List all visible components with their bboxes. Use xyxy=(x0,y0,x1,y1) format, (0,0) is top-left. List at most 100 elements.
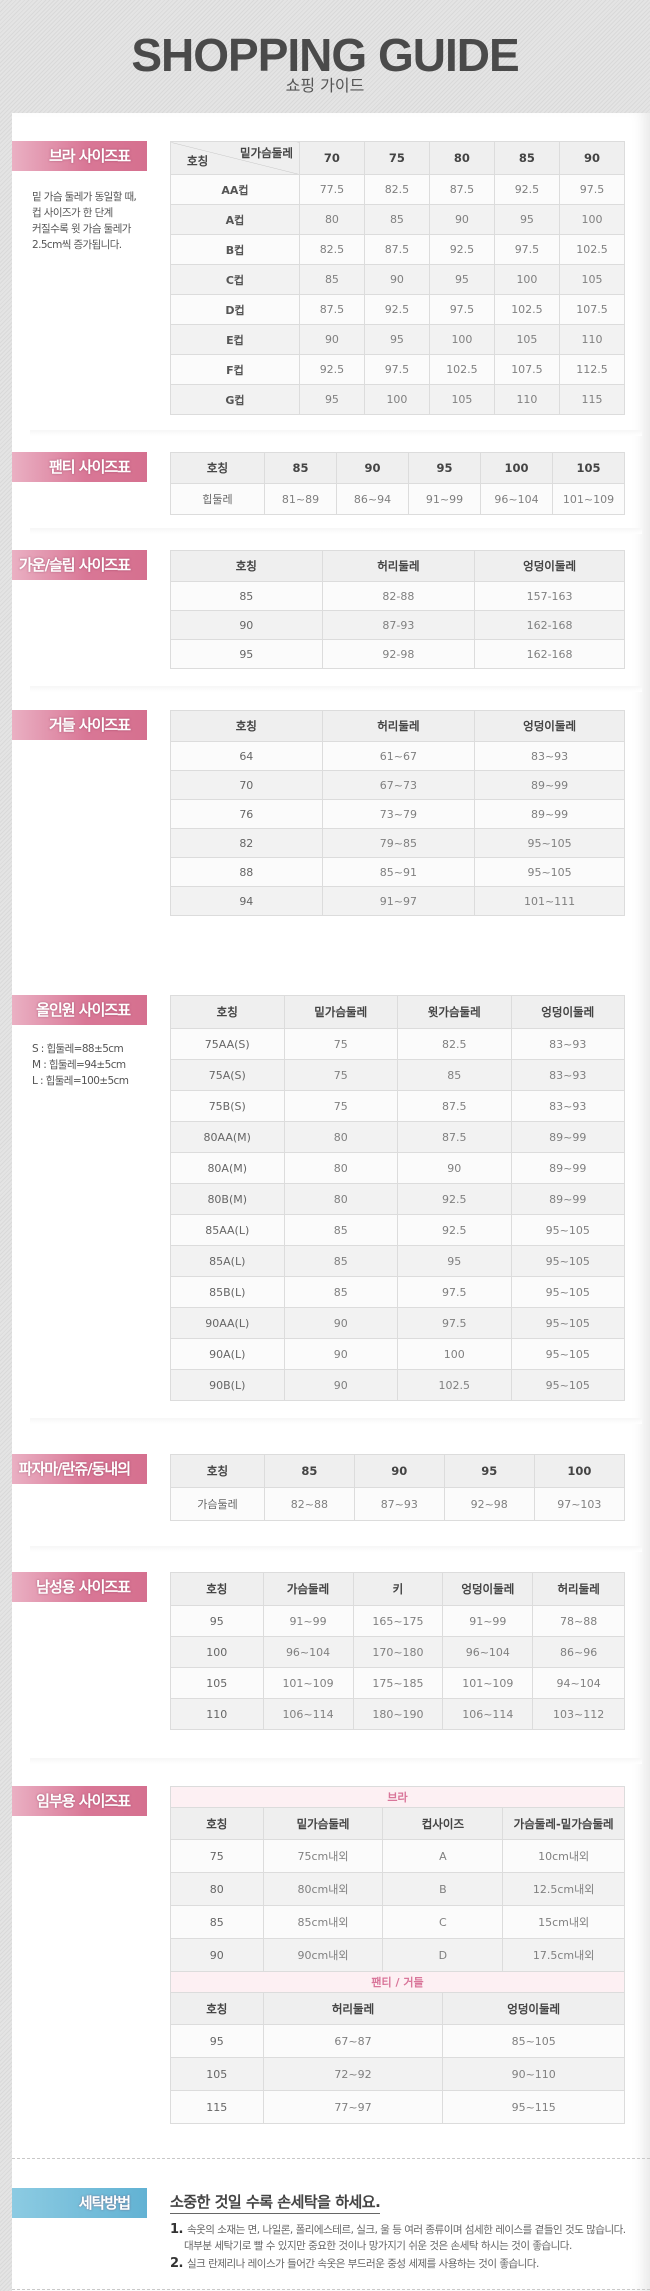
table-cell: 89~99 xyxy=(510,1183,625,1215)
table-cell: 82.5 xyxy=(397,1028,512,1060)
table-cell: 12.5cm내외 xyxy=(502,1872,625,1906)
table-cell: 170~180 xyxy=(352,1636,444,1668)
table-cell: 96~104 xyxy=(262,1636,354,1668)
table-cell: 87~93 xyxy=(353,1487,445,1521)
table-cell: 89~99 xyxy=(474,799,625,829)
table-cell: 86~96 xyxy=(532,1636,625,1668)
table-cell: 162-168 xyxy=(474,610,625,640)
column-header: 호칭 xyxy=(170,710,323,742)
table-cell: 102.5 xyxy=(493,294,560,325)
table-cell: 85 xyxy=(363,204,430,235)
column-header: 95 xyxy=(443,1454,535,1488)
table-cell: 97.5 xyxy=(397,1307,512,1339)
column-header: 85 xyxy=(493,141,560,175)
row-label: G컵 xyxy=(170,384,300,415)
column-header: 100 xyxy=(533,1454,626,1488)
table-cell: 78~88 xyxy=(532,1605,625,1637)
table-cell: 103~112 xyxy=(532,1698,625,1730)
table-cell: 90 xyxy=(397,1152,512,1184)
divider xyxy=(30,1546,642,1552)
table-cell: 97.5 xyxy=(397,1276,512,1308)
row-label: 90A(L) xyxy=(170,1338,285,1370)
table-cell: 83~93 xyxy=(510,1090,625,1122)
washing-item: 1. 속옷의 소재는 면, 나일론, 폴리에스테르, 실크, 울 등 여러 종류이… xyxy=(170,2222,626,2254)
table-cell: 110 xyxy=(493,384,560,415)
table-cell: 92-98 xyxy=(321,639,476,669)
column-header: 100 xyxy=(479,452,553,484)
header-row: 호칭 밑가슴둘레 윗가슴둘레 엉덩이둘레 xyxy=(170,995,625,1029)
column-header: 90 xyxy=(353,1454,445,1488)
table-cell: 89~99 xyxy=(474,770,625,800)
girdle-size-table: 호칭 허리둘레 엉덩이둘레 64 61~67 83~93 70 67~73 89~99 76 73~… xyxy=(170,710,625,916)
table-row: D컵 87.5 92.5 97.5 102.5 107.5 xyxy=(170,294,626,325)
column-header: 허리둘레 xyxy=(532,1572,625,1606)
row-label: 75 xyxy=(170,1839,264,1873)
table-cell: 85 xyxy=(283,1214,398,1246)
table-cell: 96~104 xyxy=(442,1636,534,1668)
table-cell: 85~91 xyxy=(321,857,476,887)
table-cell: 90cm내외 xyxy=(262,1938,384,1972)
table-cell: 115 xyxy=(558,384,626,415)
divider xyxy=(30,1758,642,1764)
table-row: 82 79~85 95~105 xyxy=(170,828,625,858)
table-cell: 89~99 xyxy=(510,1152,625,1184)
section-label-pajama: 파자마/란쥬/동내의 xyxy=(12,1454,147,1484)
table-row: A컵 80 85 90 95 100 xyxy=(170,204,626,235)
table-cell: 83~93 xyxy=(474,741,625,771)
table-cell: 73~79 xyxy=(321,799,476,829)
column-header: 컵사이즈 xyxy=(382,1807,504,1840)
table-cell: 90~110 xyxy=(442,2057,625,2091)
header-row: 호칭 85 90 95 100 xyxy=(170,1454,626,1488)
table-row: 80 80cm내외 B 12.5cm내외 xyxy=(170,1872,625,1906)
note-line: 커질수록 윗 가슴 둘레가 xyxy=(32,223,131,235)
table-cell: 61~67 xyxy=(321,741,476,771)
column-header: 호칭 xyxy=(170,995,285,1029)
item-text: 대부분 세탁기로 빨 수 있지만 중요한 것이나 망가지기 쉬운 것은 손세탁 … xyxy=(184,2240,572,2252)
section-label-gown: 가운/슬립 사이즈표 xyxy=(12,550,147,580)
table-cell: B xyxy=(382,1872,504,1906)
column-header: 엉덩이둘레 xyxy=(474,550,625,582)
pajama-size-table: 호칭 85 90 95 100 가슴둘레 82~88 87~93 92~98 97~103 xyxy=(170,1454,626,1521)
table-cell: 95~105 xyxy=(474,828,625,858)
table-cell: 81~89 xyxy=(263,483,337,515)
table-cell: 92.5 xyxy=(397,1214,512,1246)
table-cell: 180~190 xyxy=(352,1698,444,1730)
row-label: 75B(S) xyxy=(170,1090,285,1122)
page-subtitle: 쇼핑 가이드 xyxy=(285,76,365,95)
table-row: 94 91~97 101~111 xyxy=(170,886,625,916)
table-cell: 100 xyxy=(428,324,495,355)
table-cell: 77~97 xyxy=(262,2090,444,2124)
table-cell: C xyxy=(382,1905,504,1939)
row-label: 100 xyxy=(170,1636,264,1668)
table-cell: 92.5 xyxy=(363,294,430,325)
table-cell: 92.5 xyxy=(397,1183,512,1215)
table-cell: 107.5 xyxy=(493,354,560,385)
table-cell: 90 xyxy=(283,1338,398,1370)
column-header: 85 xyxy=(263,1454,355,1488)
table-cell: 86~94 xyxy=(335,483,409,515)
section-label-washing: 세탁방법 xyxy=(12,2188,147,2218)
row-label: 85AA(L) xyxy=(170,1214,285,1246)
column-header: 키 xyxy=(352,1572,444,1606)
table-row: AA컵 77.5 82.5 87.5 92.5 97.5 xyxy=(170,174,626,205)
table-cell: 102.5 xyxy=(397,1369,512,1401)
row-label: 가슴둘레 xyxy=(170,1487,265,1521)
table-cell: 106~114 xyxy=(262,1698,354,1730)
table-cell: 100 xyxy=(363,384,430,415)
table-cell: 80 xyxy=(298,204,365,235)
column-header: 75 xyxy=(363,141,430,175)
page-title: SHOPPING GUIDE xyxy=(131,29,519,81)
row-label: 힙둘레 xyxy=(170,483,265,515)
divider xyxy=(30,528,642,534)
table-row: 75A(S) 75 85 83~93 xyxy=(170,1059,625,1091)
table-cell: 95 xyxy=(363,324,430,355)
row-label: 80B(M) xyxy=(170,1183,285,1215)
table-cell: 89~99 xyxy=(510,1121,625,1153)
table-row: 85 85cm내외 C 15cm내외 xyxy=(170,1905,625,1939)
row-label: 85B(L) xyxy=(170,1276,285,1308)
column-header: 호칭 xyxy=(170,1454,265,1488)
table-cell: 105 xyxy=(558,264,626,295)
header-row: 호칭 가슴둘레 키 엉덩이둘레 허리둘레 xyxy=(170,1572,625,1606)
table-cell: 92.5 xyxy=(493,174,560,205)
table-cell: 101~109 xyxy=(262,1667,354,1699)
